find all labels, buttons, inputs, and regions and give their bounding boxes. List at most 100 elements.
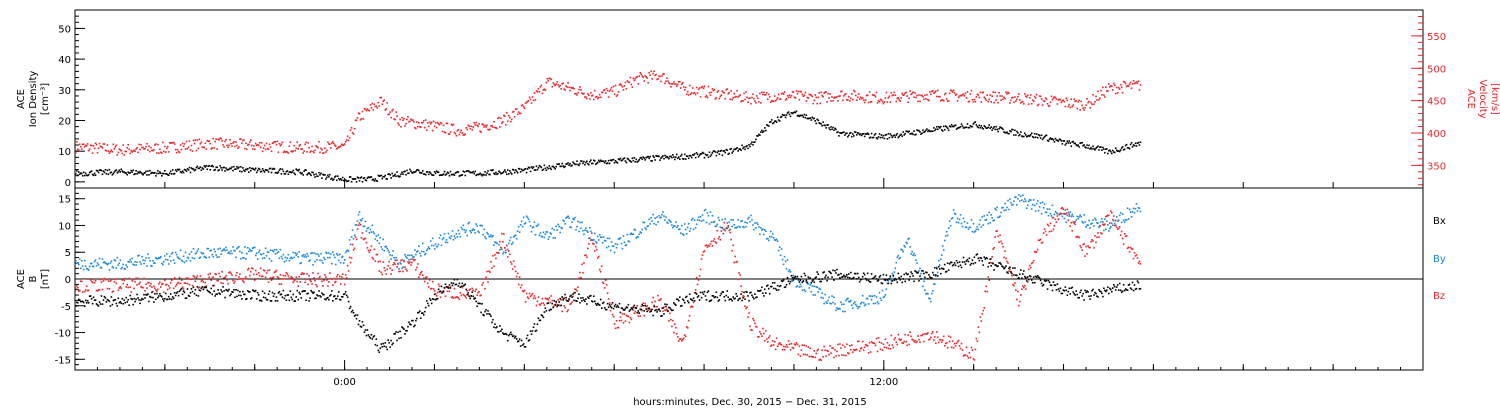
density-point	[1103, 148, 1105, 150]
by-point	[932, 290, 934, 292]
bx-point	[120, 302, 122, 304]
bz-point	[437, 292, 439, 294]
velocity-point	[986, 94, 988, 96]
velocity-point	[473, 122, 475, 124]
bz-point	[1014, 282, 1016, 284]
bz-point	[806, 345, 808, 347]
bz-point	[763, 333, 765, 335]
by-point	[485, 238, 487, 240]
by-point	[978, 229, 980, 231]
bz-point	[239, 273, 241, 275]
density-point	[635, 161, 637, 163]
by-point	[173, 259, 175, 261]
by-point	[844, 311, 846, 313]
bx-point	[131, 298, 133, 300]
density-point	[711, 154, 713, 156]
bz-point	[226, 279, 228, 281]
by-point	[258, 251, 260, 253]
bx-point	[276, 296, 278, 298]
density-point	[242, 167, 244, 169]
by-point	[627, 234, 629, 236]
by-point	[1126, 219, 1128, 221]
by-point	[542, 236, 544, 238]
velocity-point	[353, 133, 355, 135]
by-point	[868, 303, 870, 305]
velocity-point	[975, 101, 977, 103]
by-point	[701, 220, 703, 222]
velocity-point	[1038, 104, 1040, 106]
bz-point	[506, 245, 508, 247]
density-point	[142, 174, 144, 176]
by-point	[1066, 215, 1068, 217]
bz-point	[642, 302, 644, 304]
density-point	[757, 135, 759, 137]
by-point	[842, 311, 844, 313]
velocity-point	[751, 97, 753, 99]
bz-point	[813, 350, 815, 352]
density-point	[678, 156, 680, 158]
velocity-point	[973, 101, 975, 103]
bx-point	[331, 290, 333, 292]
bx-point	[519, 338, 521, 340]
velocity-point	[134, 150, 136, 152]
by-point	[976, 229, 978, 231]
density-point	[526, 172, 528, 174]
by-point	[904, 246, 906, 248]
bz-point	[814, 357, 816, 359]
bz-point	[169, 287, 171, 289]
by-point	[152, 260, 154, 262]
by-point	[99, 258, 101, 260]
by-point	[182, 261, 184, 263]
bz-point	[697, 284, 699, 286]
density-point	[218, 169, 220, 171]
density-point	[748, 144, 750, 146]
bz-point	[879, 341, 881, 343]
velocity-point	[721, 94, 723, 96]
density-point	[135, 170, 137, 172]
by-point	[972, 231, 974, 233]
density-point	[709, 151, 711, 153]
bx-point	[264, 292, 266, 294]
velocity-point	[978, 94, 980, 96]
bz-point	[830, 352, 832, 354]
bz-point	[577, 286, 579, 288]
bz-point	[517, 273, 519, 275]
density-point	[724, 152, 726, 154]
by-point	[265, 247, 267, 249]
bz-point	[994, 236, 996, 238]
bx-point	[232, 291, 234, 293]
density-point	[232, 170, 234, 172]
bz-point	[1025, 288, 1027, 290]
by-point	[1009, 198, 1011, 200]
bx-point	[279, 291, 281, 293]
density-point	[813, 118, 815, 120]
bz-point	[678, 340, 680, 342]
density-point	[1085, 147, 1087, 149]
density-point	[235, 168, 237, 170]
density-point	[694, 153, 696, 155]
velocity-point	[1019, 99, 1021, 101]
by-point	[385, 246, 387, 248]
by-point	[261, 254, 263, 256]
density-point	[978, 127, 980, 129]
bz-point	[361, 237, 363, 239]
bx-point	[487, 310, 489, 312]
velocity-point	[629, 82, 631, 84]
by-point	[944, 240, 946, 242]
by-point	[1076, 216, 1078, 218]
bz-point	[158, 283, 160, 285]
by-point	[1002, 207, 1004, 209]
bz-point	[431, 288, 433, 290]
velocity-point	[1028, 103, 1030, 105]
velocity-point	[560, 88, 562, 90]
bz-point	[805, 354, 807, 356]
density-point	[107, 170, 109, 172]
by-point	[763, 234, 765, 236]
density-point	[1015, 134, 1017, 136]
velocity-point	[972, 99, 974, 101]
bz-point	[884, 347, 886, 349]
density-point	[870, 136, 872, 138]
velocity-point	[858, 93, 860, 95]
bz-point	[717, 230, 719, 232]
velocity-point	[675, 83, 677, 85]
